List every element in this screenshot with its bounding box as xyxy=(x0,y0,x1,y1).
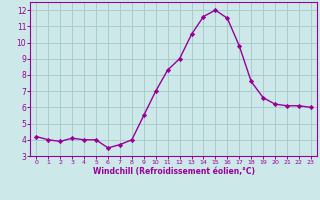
X-axis label: Windchill (Refroidissement éolien,°C): Windchill (Refroidissement éolien,°C) xyxy=(92,167,255,176)
